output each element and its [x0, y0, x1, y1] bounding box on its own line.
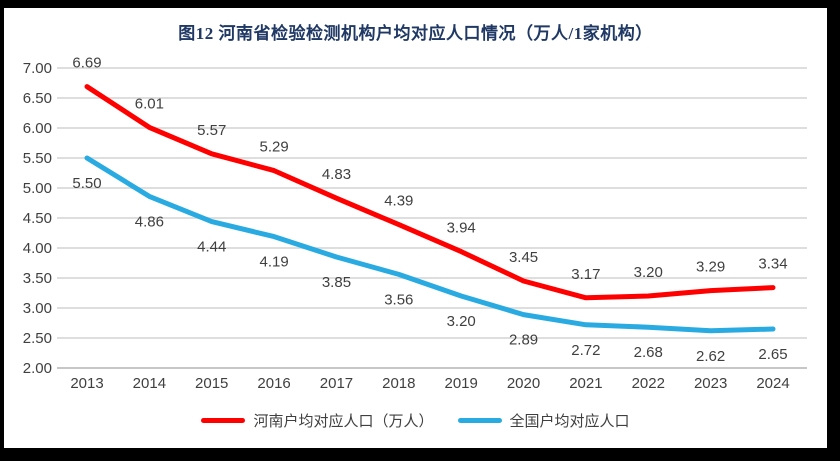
legend-item-henan: 河南户均对应人口（万人）	[201, 410, 434, 431]
y-axis-tick-label: 3.00	[23, 300, 52, 317]
y-axis-tick-label: 6.00	[23, 120, 52, 137]
chart-canvas: 图12 河南省检验检测机构户均对应人口情况（万人/1家机构） 7.00 6.50 6…	[4, 8, 827, 448]
data-label-henan: 3.29	[696, 259, 725, 276]
x-axis-tick-label: 2021	[569, 375, 602, 392]
data-label-national: 3.85	[322, 274, 351, 291]
series-line-henan	[84, 84, 776, 301]
y-axis-tick-label: 3.50	[23, 270, 52, 287]
data-label-henan: 4.83	[322, 166, 351, 183]
x-axis-tick-label: 2020	[507, 375, 540, 392]
legend-line-swatch-national	[457, 418, 502, 423]
data-label-national: 4.19	[259, 254, 288, 271]
x-axis-tick-label: 2016	[257, 375, 290, 392]
line-chart: 7.00 6.50 6.00 5.50 5.00 4.50 4.00 3.50 3.00 2.50…	[23, 55, 807, 392]
y-axis-tick-label: 5.50	[23, 150, 52, 167]
y-axis-tick-label: 5.00	[23, 180, 52, 197]
data-label-henan: 3.20	[634, 264, 663, 281]
chart-legend: 河南户均对应人口（万人） 全国户均对应人口	[4, 410, 827, 431]
x-axis-tick-label: 2019	[444, 375, 477, 392]
data-label-henan: 3.94	[447, 220, 476, 237]
y-axis-tick-label: 6.50	[23, 90, 52, 107]
data-label-national: 3.56	[384, 291, 413, 308]
y-axis-tick-label: 2.50	[23, 330, 52, 347]
x-axis-tick-label: 2017	[320, 375, 353, 392]
data-label-national: 2.62	[696, 348, 725, 365]
x-axis-tick-label: 2024	[756, 375, 789, 392]
data-label-national: 2.68	[634, 344, 663, 361]
data-label-henan: 5.29	[259, 139, 288, 156]
y-axis-tick-label: 2.00	[23, 360, 52, 377]
chart-title: 图12 河南省检验检测机构户均对应人口情况（万人/1家机构）	[178, 24, 653, 43]
y-axis-tick-label: 7.00	[23, 60, 52, 77]
data-label-henan: 6.01	[135, 95, 164, 112]
legend-item-national: 全国户均对应人口	[457, 410, 630, 431]
x-axis-tick-label: 2015	[195, 375, 228, 392]
data-label-national: 2.65	[758, 346, 787, 363]
data-label-henan: 5.57	[197, 122, 226, 139]
x-axis-tick-label: 2013	[70, 375, 103, 392]
data-label-national: 4.44	[197, 239, 226, 256]
y-axis-tick-label: 4.50	[23, 210, 52, 227]
x-axis-tick-label: 2023	[694, 375, 727, 392]
x-axis-tick-label: 2014	[133, 375, 166, 392]
series-line-national	[84, 155, 776, 334]
x-axis-tick-label: 2022	[632, 375, 665, 392]
data-label-henan: 4.39	[384, 193, 413, 210]
data-label-national: 3.20	[447, 313, 476, 330]
data-label-henan: 6.69	[72, 55, 101, 72]
legend-label-national: 全国户均对应人口	[509, 413, 630, 430]
legend-label-henan: 河南户均对应人口（万人）	[253, 413, 434, 430]
data-label-national: 4.86	[135, 213, 164, 230]
y-axis-tick-label: 4.00	[23, 240, 52, 257]
x-axis-tick-label: 2018	[382, 375, 415, 392]
data-label-henan: 3.34	[758, 256, 787, 273]
data-label-national: 2.72	[571, 342, 600, 359]
legend-line-swatch-henan	[201, 418, 246, 423]
data-label-henan: 3.17	[571, 266, 600, 283]
data-label-national: 2.89	[509, 332, 538, 349]
data-label-national: 5.50	[72, 175, 101, 192]
data-label-henan: 3.45	[509, 249, 538, 266]
